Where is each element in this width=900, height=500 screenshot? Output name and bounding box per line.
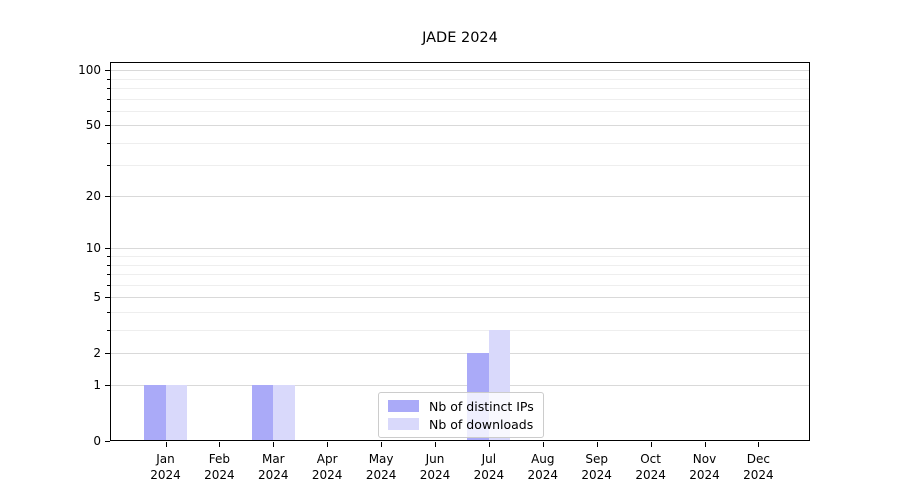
gridline-minor-9 [111,256,809,258]
gridline-minor-90 [111,78,809,80]
x-tick-label-may: May 2024 [365,452,397,482]
x-tick-jan [165,442,167,447]
x-tick-dec [758,442,760,447]
gridline-major-1 [111,385,809,387]
y-tick-label-0: 0 [93,434,101,448]
y-tick-20 [105,196,110,198]
y-minor-tick-7 [107,273,110,275]
bar-downloads-mar [273,385,295,441]
gridline-minor-8 [111,264,809,266]
x-tick-label-jun: Jun 2024 [419,452,451,482]
x-tick-label-jan: Jan 2024 [150,452,181,482]
x-tick-feb [219,442,221,447]
y-tick-label-10: 10 [85,241,101,256]
gridline-minor-7 [111,273,809,275]
y-tick-2 [105,352,110,354]
gridline-minor-4 [111,311,809,313]
x-tick-label-mar: Mar 2024 [258,452,289,482]
y-tick-5 [105,297,110,299]
x-tick-nov [704,442,706,447]
x-tick-label-dec: Dec 2024 [743,452,774,482]
bar-downloads-jan [165,385,187,441]
y-minor-tick-80 [107,88,110,90]
y-minor-tick-90 [107,78,110,80]
y-minor-tick-6 [107,284,110,286]
y-tick-label-20: 20 [85,189,101,204]
gridline-minor-70 [111,98,809,100]
legend-entry-downloads: Nb of downloads [388,418,534,431]
bar-distinct-ips-mar [251,385,274,441]
y-tick-10 [105,248,110,250]
legend-swatch-downloads [388,418,419,430]
y-minor-tick-8 [107,264,110,266]
bar-distinct-ips-jan [144,385,166,441]
gridline-major-10 [111,248,809,250]
legend-entry-distinct-ips: Nb of distinct IPs [388,400,534,413]
x-tick-jul [488,442,490,447]
x-tick-jun [435,442,436,447]
legend-swatch-distinct-ips [388,400,419,412]
x-tick-label-oct: Oct 2024 [635,452,666,482]
x-tick-label-nov: Nov 2024 [689,452,720,482]
y-minor-tick-4 [107,311,110,313]
legend-label-distinct-ips: Nb of distinct IPs [429,398,534,414]
x-tick-mar [273,442,275,447]
gridline-major-50 [111,125,809,127]
x-tick-label-sep: Sep 2024 [581,452,612,482]
gridline-minor-80 [111,88,809,90]
x-tick-label-aug: Aug 2024 [527,452,559,482]
x-tick-may [381,442,383,447]
plot-area-border [110,62,810,441]
gridline-major-2 [111,352,809,354]
x-tick-sep [596,442,598,447]
gridline-major-20 [111,196,809,198]
gridline-minor-3 [111,329,809,331]
x-tick-apr [327,442,329,447]
y-tick-label-5: 5 [93,290,101,305]
chart-title: JADE 2024 [422,30,498,46]
y-tick-50 [105,125,110,127]
gridline-minor-60 [111,110,809,112]
legend-label-downloads: Nb of downloads [429,416,534,432]
y-minor-tick-9 [107,256,110,258]
y-minor-tick-30 [107,165,110,167]
y-minor-tick-70 [107,98,110,100]
y-tick-label-100: 100 [78,63,101,78]
x-tick-label-jul: Jul 2024 [473,452,505,482]
gridline-major-5 [111,297,809,299]
y-tick-label-50: 50 [85,118,101,133]
gridline-minor-40 [111,142,809,144]
gridline-minor-6 [111,284,809,286]
y-minor-tick-60 [107,110,110,112]
y-tick-label-1: 1 [93,378,101,393]
y-minor-tick-40 [107,142,110,144]
gridline-minor-30 [111,165,809,167]
x-tick-label-apr: Apr 2024 [311,452,343,482]
legend: Nb of distinct IPs Nb of downloads [378,392,544,438]
x-tick-aug [542,442,544,447]
x-tick-label-feb: Feb 2024 [204,452,235,482]
y-tick-1 [105,385,110,387]
y-tick-label-2: 2 [93,345,101,360]
gridline-major-100 [111,70,809,72]
x-tick-oct [650,442,652,447]
y-tick-0 [105,441,110,442]
y-minor-tick-3 [107,329,110,331]
y-tick-100 [105,70,110,72]
